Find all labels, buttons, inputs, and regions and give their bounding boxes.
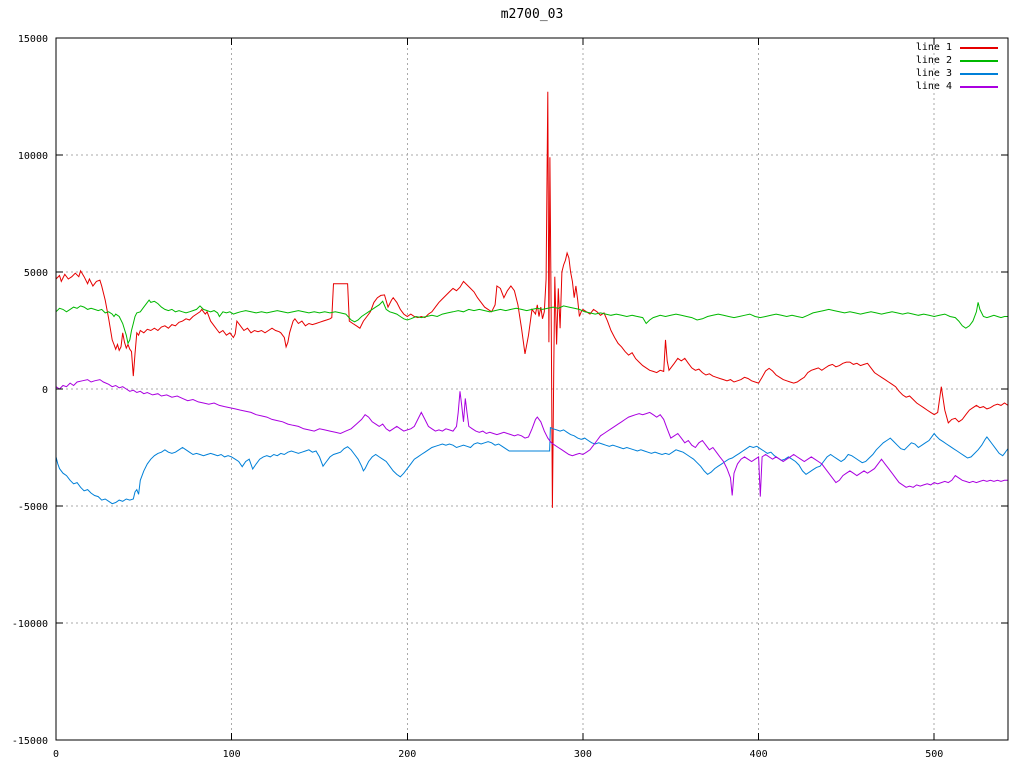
chart-title: m2700_03: [500, 7, 564, 22]
x-tick-label: 100: [223, 749, 241, 760]
series-line-4: [55, 379, 1008, 497]
y-tick-label: 0: [42, 385, 48, 396]
series-line-1: [55, 91, 1009, 508]
legend-item-line-3: line 3: [916, 67, 998, 80]
y-tick-label: -10000: [12, 619, 48, 630]
legend-swatch-line-1: [960, 46, 998, 49]
legend-label-line-1: line 1: [915, 42, 952, 53]
legend-swatch-line-2: [960, 59, 998, 62]
y-tick-label: 5000: [24, 268, 48, 279]
y-tick-label: -5000: [18, 502, 48, 513]
legend-label-line-4: line 4: [915, 81, 952, 92]
y-tick-label: 15000: [18, 34, 48, 45]
x-tick-label: 0: [53, 749, 59, 760]
x-tick-label: 500: [925, 749, 943, 760]
grid-layer: [55, 37, 1008, 741]
legend-swatch-line-3: [960, 72, 998, 75]
legend-item-line-2: line 2: [916, 54, 998, 67]
legend-label-line-3: line 3: [915, 68, 952, 79]
legend-swatch-line-4: [960, 85, 998, 88]
legend-item-line-4: line 4: [916, 80, 998, 93]
legend-label-line-2: line 2: [915, 55, 952, 66]
series-line-2: [55, 299, 1008, 345]
x-tick-label: 400: [750, 749, 768, 760]
legend-item-line-1: line 1: [916, 41, 998, 54]
tick-marks: [55, 37, 1008, 741]
y-tick-label: -15000: [12, 736, 48, 747]
y-tick-label: 10000: [18, 151, 48, 162]
legend: line 1 line 2 line 3 line 4: [916, 41, 998, 93]
x-tick-label: 300: [574, 749, 592, 760]
series-line-3: [55, 426, 1009, 505]
x-tick-label: 200: [398, 749, 416, 760]
